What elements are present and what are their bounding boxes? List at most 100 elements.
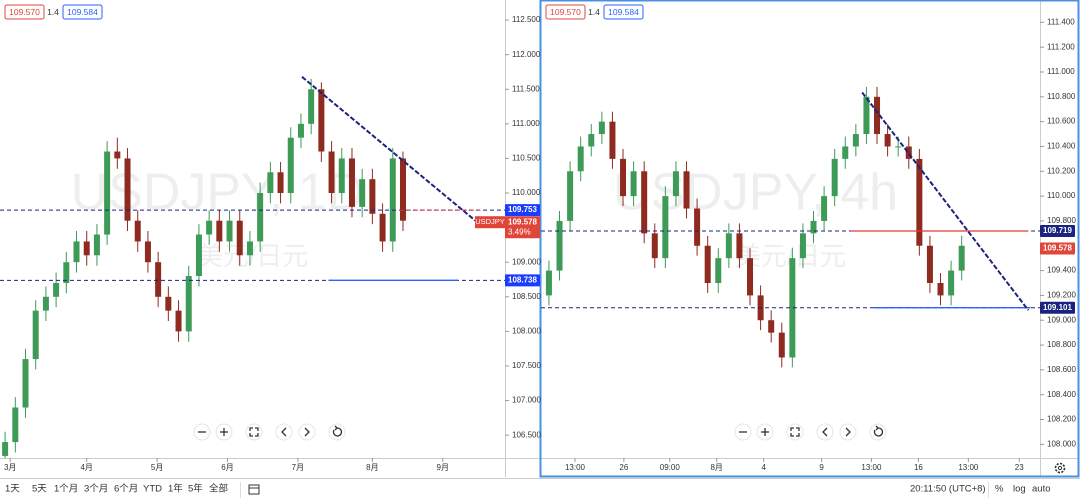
candle-body	[12, 407, 19, 443]
nav-button-bg	[869, 423, 887, 441]
y-tick-label: 110.600	[1047, 117, 1076, 126]
candle-body	[32, 310, 39, 360]
nav-button[interactable]	[786, 423, 804, 441]
price-tag	[505, 204, 540, 217]
range-button[interactable]: 3个月	[84, 484, 108, 495]
candle-body	[195, 234, 202, 277]
y-tick-label: 111.000	[1047, 67, 1075, 76]
range-button[interactable]: 6个月	[114, 484, 138, 495]
nav-button[interactable]	[734, 423, 752, 441]
x-tick-label: 3月	[4, 463, 16, 472]
candle-body	[206, 220, 213, 235]
candle-body	[958, 245, 965, 271]
price-tag	[1040, 242, 1075, 255]
ask-box	[62, 4, 103, 20]
range-button[interactable]: 5年	[188, 483, 203, 495]
nav-button-bg	[786, 423, 804, 441]
y-tick-label: 112.000	[512, 50, 541, 59]
y-tick-label: 108.200	[1047, 415, 1076, 424]
x-tick-label: 9月	[437, 463, 449, 472]
ask-price: 109.584	[67, 7, 98, 17]
candle-body	[297, 123, 304, 138]
range-button[interactable]: 1年	[168, 483, 183, 495]
nav-button[interactable]	[215, 423, 233, 441]
range-button[interactable]: 5天	[32, 484, 47, 495]
nav-button[interactable]	[816, 423, 834, 441]
candle-body	[662, 196, 669, 259]
nav-button[interactable]	[298, 423, 316, 441]
settings-button[interactable]	[1054, 462, 1066, 474]
right-icon	[304, 427, 310, 437]
price-tag	[505, 216, 540, 239]
nav-button[interactable]	[328, 423, 346, 441]
nav-button-bg	[245, 423, 263, 441]
candle-body	[725, 233, 732, 259]
y-tick-label: 110.200	[1047, 166, 1076, 175]
candle-body	[287, 137, 294, 194]
candle-body	[704, 245, 711, 283]
range-button[interactable]: 全部	[209, 483, 228, 495]
scale-option[interactable]: log	[1013, 484, 1026, 495]
y-tick-label: 109.400	[1047, 266, 1076, 275]
nav-button[interactable]	[193, 423, 211, 441]
nav-button-bg	[816, 423, 834, 441]
candle-body	[620, 158, 627, 197]
nav-button-bg	[298, 423, 316, 441]
y-tick-label: 108.000	[1047, 439, 1076, 448]
y-tick-label: 108.500	[512, 292, 541, 301]
nav-button[interactable]	[245, 423, 263, 441]
price-tag	[1040, 224, 1075, 237]
y-tick-label: 111.400	[1047, 17, 1075, 26]
candle-body	[694, 208, 701, 246]
spread: 1.4	[47, 7, 59, 17]
symbol-tag-label: USDJPY	[475, 217, 505, 226]
candle-body	[905, 146, 912, 159]
candle-body	[348, 158, 355, 207]
scale-option[interactable]: %	[995, 484, 1004, 495]
range-button[interactable]: 1个月	[54, 484, 78, 495]
x-tick-label: 4月	[80, 463, 92, 472]
candle-body	[715, 258, 722, 283]
price-tag-label: 109.578	[508, 217, 537, 226]
y-tick-label: 106.500	[512, 430, 541, 439]
right-icon	[845, 427, 851, 437]
y-tick-label: 110.000	[1047, 191, 1076, 200]
candle-body	[937, 282, 944, 296]
nav-button[interactable]	[839, 423, 857, 441]
scale-option[interactable]: auto	[1032, 484, 1051, 495]
nav-button[interactable]	[756, 423, 774, 441]
nav-button[interactable]	[869, 423, 887, 441]
candle-body	[630, 171, 637, 197]
candle-body	[810, 220, 817, 234]
fit-icon	[790, 427, 800, 437]
price-tag-label: 109.578	[1043, 244, 1072, 253]
y-tick-label: 110.400	[1047, 142, 1076, 151]
y-tick-label: 112.500	[512, 15, 541, 24]
ask-price: 109.584	[608, 7, 639, 17]
candle-body	[683, 171, 690, 209]
x-tick-label: 13:00	[565, 463, 586, 472]
trendline	[861, 91, 1030, 311]
candle-body	[226, 220, 233, 242]
candle-body	[874, 96, 881, 135]
nav-button-bg	[328, 423, 346, 441]
candle-body	[185, 276, 192, 332]
x-tick-label: 16	[914, 463, 923, 472]
candle-body	[556, 220, 563, 271]
x-tick-label: 26	[619, 463, 628, 472]
range-button[interactable]: YTD	[143, 484, 162, 495]
y-tick-label: 108.800	[1047, 340, 1076, 349]
candle-body	[916, 158, 923, 246]
candle-body	[379, 213, 386, 242]
candle-body	[821, 196, 828, 221]
candle-body	[895, 146, 902, 148]
candle-body	[778, 332, 785, 358]
price-tag-label: 109.753	[508, 205, 537, 214]
date-range-button[interactable]	[248, 484, 260, 495]
nav-button[interactable]	[275, 423, 293, 441]
y-tick-label: 110.500	[512, 154, 541, 163]
candle-body	[42, 296, 49, 311]
candle-body	[53, 282, 60, 297]
range-button[interactable]: 1天	[5, 484, 20, 495]
candle-body	[246, 241, 253, 256]
